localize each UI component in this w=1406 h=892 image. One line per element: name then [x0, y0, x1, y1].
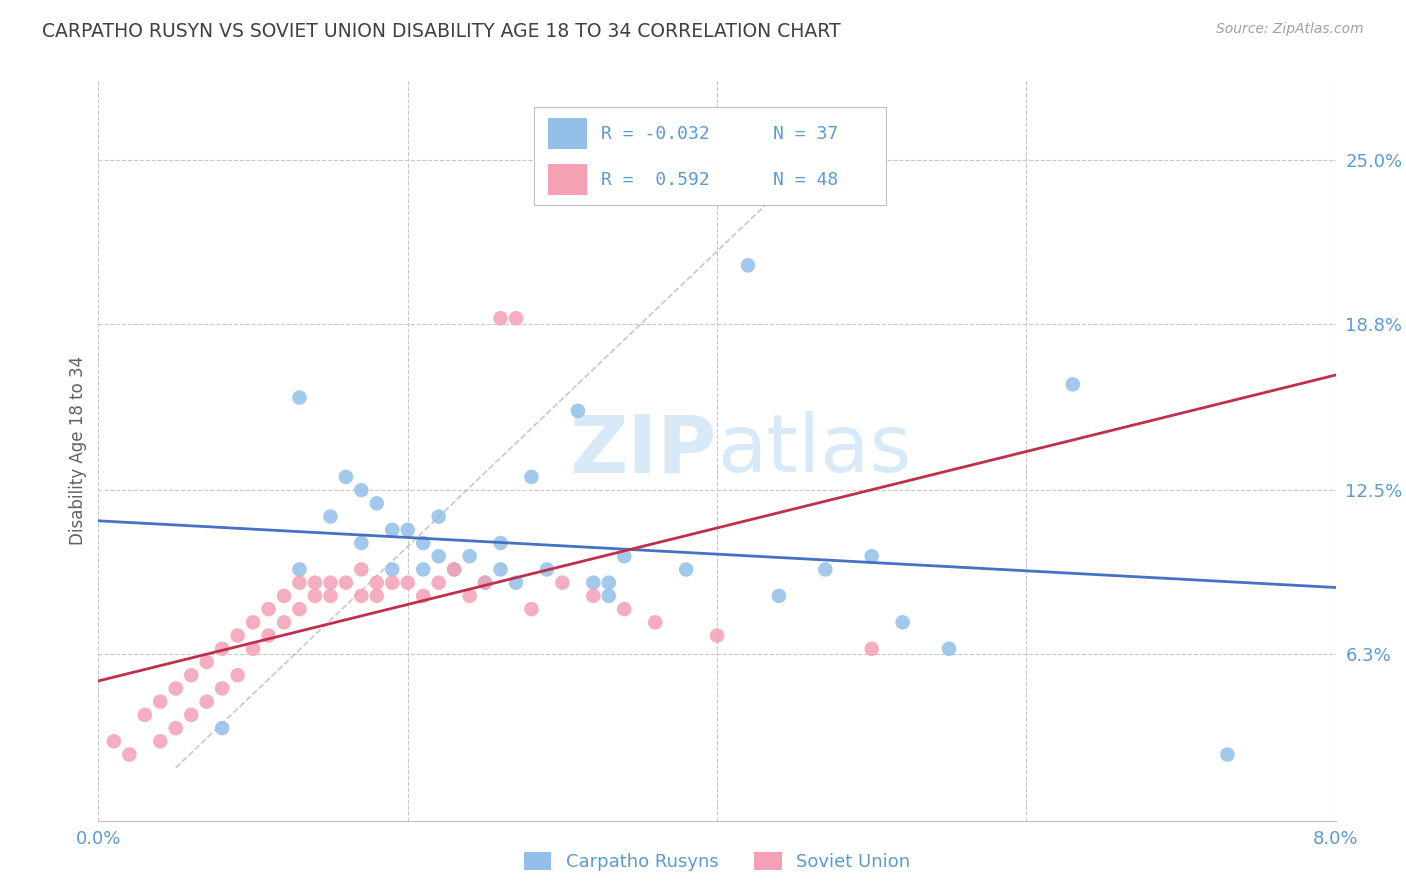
- Point: [304, 575, 326, 590]
- Point: [149, 734, 172, 748]
- Point: [814, 562, 837, 576]
- Point: [381, 562, 404, 576]
- Text: R = -0.032: R = -0.032: [602, 125, 710, 143]
- Point: [458, 589, 481, 603]
- Point: [288, 562, 311, 576]
- Point: [319, 589, 342, 603]
- Point: [103, 734, 125, 748]
- Point: [195, 695, 218, 709]
- Point: [489, 311, 512, 326]
- Point: [257, 629, 280, 643]
- Point: [366, 496, 388, 510]
- Point: [1062, 377, 1084, 392]
- Point: [165, 681, 187, 696]
- Bar: [548, 118, 586, 149]
- Text: ZIP: ZIP: [569, 411, 717, 490]
- Point: [427, 549, 450, 564]
- Point: [489, 562, 512, 576]
- Point: [226, 629, 249, 643]
- Point: [1216, 747, 1239, 762]
- Point: [860, 549, 883, 564]
- Point: [613, 549, 636, 564]
- Point: [366, 575, 388, 590]
- Point: [288, 602, 311, 616]
- Point: [381, 575, 404, 590]
- Point: [319, 509, 342, 524]
- Point: [366, 589, 388, 603]
- Point: [520, 602, 543, 616]
- Point: [768, 589, 790, 603]
- Point: [134, 707, 156, 722]
- Point: [737, 259, 759, 273]
- Point: [396, 575, 419, 590]
- Point: [211, 681, 233, 696]
- Legend: Carpatho Rusyns, Soviet Union: Carpatho Rusyns, Soviet Union: [517, 845, 917, 879]
- Point: [427, 575, 450, 590]
- Text: CARPATHO RUSYN VS SOVIET UNION DISABILITY AGE 18 TO 34 CORRELATION CHART: CARPATHO RUSYN VS SOVIET UNION DISABILIT…: [42, 22, 841, 41]
- Point: [520, 470, 543, 484]
- Point: [350, 589, 373, 603]
- Point: [149, 695, 172, 709]
- Point: [180, 668, 202, 682]
- Point: [396, 523, 419, 537]
- Point: [226, 668, 249, 682]
- Point: [165, 721, 187, 735]
- Point: [195, 655, 218, 669]
- Point: [443, 562, 465, 576]
- Point: [443, 562, 465, 576]
- Point: [675, 562, 697, 576]
- Text: R =  0.592: R = 0.592: [602, 170, 710, 188]
- Point: [288, 391, 311, 405]
- Point: [273, 589, 295, 603]
- Point: [350, 536, 373, 550]
- Text: N = 37: N = 37: [773, 125, 838, 143]
- Point: [412, 536, 434, 550]
- Point: [474, 575, 496, 590]
- Point: [335, 470, 357, 484]
- Point: [412, 562, 434, 576]
- Point: [381, 523, 404, 537]
- Point: [582, 575, 605, 590]
- Point: [598, 575, 620, 590]
- Point: [598, 589, 620, 603]
- Point: [582, 589, 605, 603]
- Point: [211, 721, 233, 735]
- Point: [118, 747, 141, 762]
- Point: [505, 311, 527, 326]
- Point: [489, 536, 512, 550]
- Point: [458, 549, 481, 564]
- Point: [567, 404, 589, 418]
- Point: [613, 602, 636, 616]
- Text: atlas: atlas: [717, 411, 911, 490]
- Text: Source: ZipAtlas.com: Source: ZipAtlas.com: [1216, 22, 1364, 37]
- Point: [288, 575, 311, 590]
- Point: [319, 575, 342, 590]
- Point: [242, 641, 264, 656]
- Point: [474, 575, 496, 590]
- Point: [257, 602, 280, 616]
- Point: [180, 707, 202, 722]
- Point: [427, 509, 450, 524]
- Point: [644, 615, 666, 630]
- Point: [350, 483, 373, 497]
- Point: [273, 615, 295, 630]
- Point: [304, 589, 326, 603]
- Bar: [548, 164, 586, 195]
- Point: [891, 615, 914, 630]
- Point: [505, 575, 527, 590]
- Point: [860, 641, 883, 656]
- Point: [350, 562, 373, 576]
- Text: N = 48: N = 48: [773, 170, 838, 188]
- Point: [412, 589, 434, 603]
- Point: [242, 615, 264, 630]
- Point: [551, 575, 574, 590]
- Point: [335, 575, 357, 590]
- Point: [536, 562, 558, 576]
- Point: [706, 629, 728, 643]
- Point: [211, 641, 233, 656]
- Point: [938, 641, 960, 656]
- Y-axis label: Disability Age 18 to 34: Disability Age 18 to 34: [69, 356, 87, 545]
